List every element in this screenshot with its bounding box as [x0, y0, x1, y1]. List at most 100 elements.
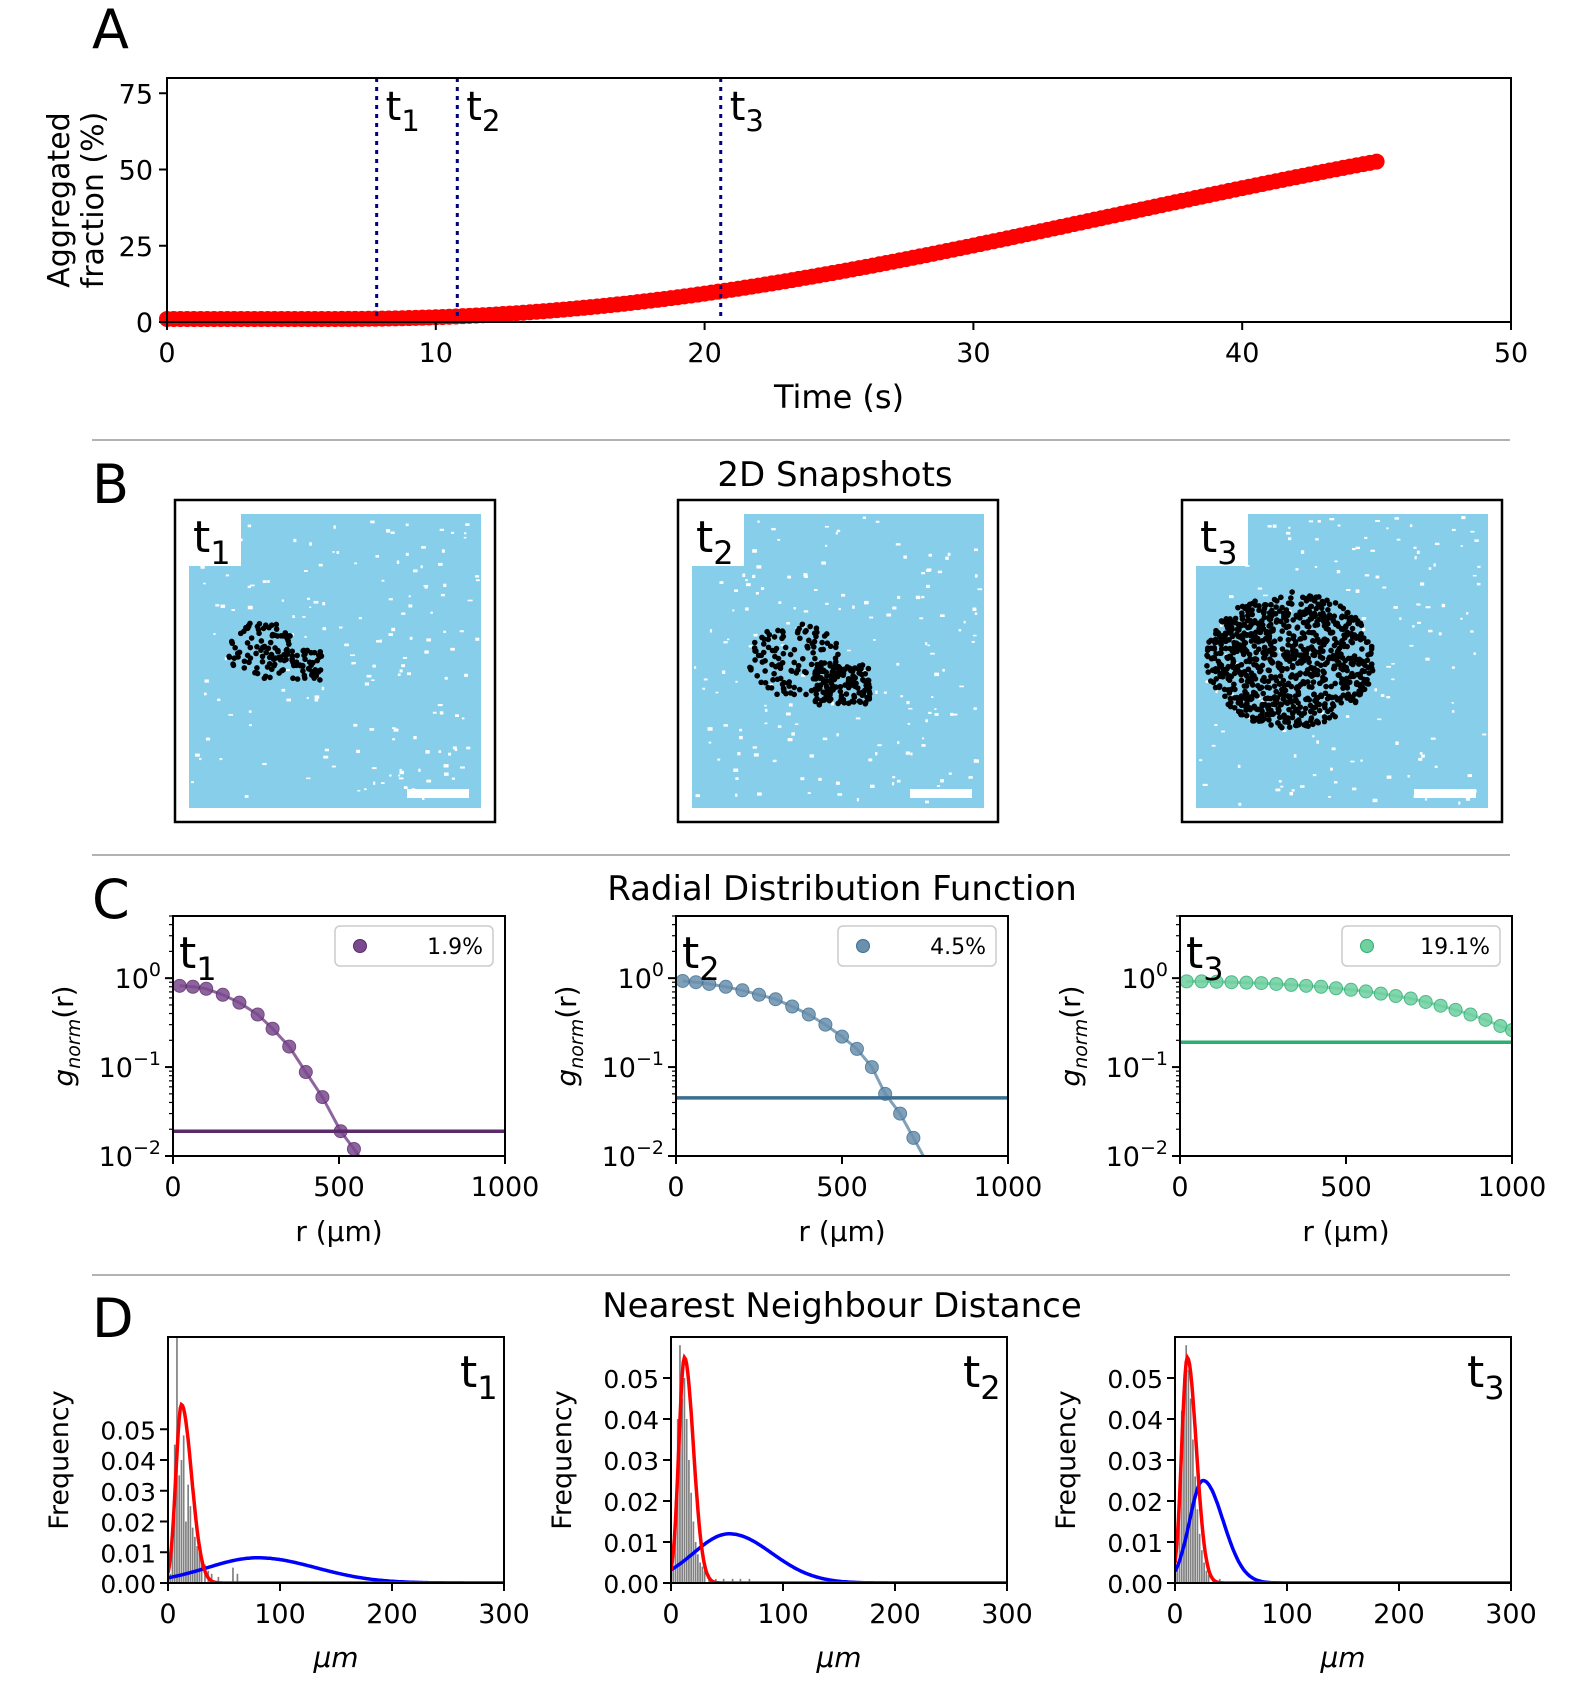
cluster-particle	[308, 662, 315, 668]
cluster-particle	[787, 651, 794, 658]
cluster-particle	[1227, 695, 1234, 702]
cluster-particle	[780, 685, 787, 692]
rdf-point	[1254, 976, 1269, 991]
gap	[403, 786, 408, 789]
gap	[1458, 801, 1461, 805]
cluster-particle	[799, 655, 806, 662]
gap	[791, 732, 795, 736]
rdf-point	[1209, 974, 1224, 989]
y-tick-label: 0.04	[603, 1406, 659, 1435]
cluster-particle	[260, 625, 267, 632]
cluster-particle	[795, 627, 801, 634]
gap	[399, 770, 405, 775]
cluster-particle	[1245, 617, 1251, 624]
cluster-particle	[1321, 677, 1328, 683]
cluster-particle	[771, 670, 777, 677]
cluster-particle	[1290, 617, 1296, 623]
x-axis-label: μm	[1319, 1641, 1365, 1674]
cluster-particle	[866, 688, 873, 695]
cluster-particle	[1235, 626, 1242, 632]
cluster-particle	[1293, 706, 1300, 713]
gap	[1351, 547, 1356, 551]
cluster-particle	[300, 668, 306, 674]
histogram-bar	[217, 1576, 220, 1583]
y-tick-label: 0.00	[100, 1570, 156, 1599]
gap	[968, 776, 973, 779]
cluster-particle	[791, 646, 798, 653]
gap	[244, 794, 249, 798]
gap	[746, 583, 751, 587]
gap	[1333, 781, 1338, 784]
cluster-particle	[1271, 694, 1278, 700]
gap	[745, 607, 749, 611]
gap	[466, 746, 471, 750]
gap	[825, 544, 828, 547]
histogram-bar	[1194, 1476, 1196, 1583]
cluster-particle	[1301, 680, 1308, 687]
gap	[1330, 767, 1333, 771]
y-tick-label: 0.03	[1107, 1447, 1163, 1476]
gap	[910, 752, 913, 756]
gap	[356, 749, 361, 754]
cluster-particle	[1368, 643, 1375, 650]
scale-bar	[407, 789, 469, 798]
rdf-point	[1373, 986, 1388, 1001]
gap	[892, 782, 895, 786]
cluster-particle	[1267, 621, 1274, 628]
gap	[401, 664, 405, 668]
y-tick-label: 0.02	[100, 1509, 156, 1538]
cluster-particle	[748, 666, 754, 673]
nnd-subplot-2: t2 0 100 200 300 0.00 0.01 0.02 0.03 0.04 0.05 μm Fr…	[547, 1336, 1033, 1674]
gap	[695, 794, 700, 798]
histogram-bar	[731, 1578, 734, 1583]
cluster-particle	[847, 667, 854, 674]
cluster-particle	[279, 667, 285, 674]
gap	[837, 793, 843, 796]
gap	[381, 782, 385, 785]
gap	[1202, 783, 1208, 786]
gap	[413, 569, 418, 573]
label-area	[688, 510, 744, 566]
gap	[475, 579, 480, 582]
gap	[947, 552, 951, 556]
gap	[443, 772, 449, 776]
cluster-particle	[1313, 605, 1320, 612]
gap	[1214, 723, 1218, 727]
gap	[1465, 797, 1470, 801]
cluster-particle	[253, 650, 259, 657]
y-axis-label: gnorm(r)	[1054, 985, 1092, 1086]
gap	[800, 777, 805, 781]
cluster-particle	[1304, 667, 1311, 673]
cluster-particle	[1364, 680, 1371, 687]
x-tick-label: 0	[159, 1599, 176, 1630]
cluster-particle	[1286, 724, 1293, 731]
gap	[406, 672, 412, 676]
gap	[896, 779, 901, 783]
cluster-particle	[1344, 630, 1351, 637]
gap	[755, 591, 759, 595]
rdf-point	[893, 1106, 908, 1121]
gap	[439, 711, 444, 715]
x-tick-label: 300	[1485, 1599, 1537, 1630]
cluster-particle	[1239, 646, 1245, 653]
cluster-particle	[234, 650, 241, 657]
cluster-particle	[1290, 651, 1297, 658]
cluster-particle	[835, 665, 841, 672]
gap	[1409, 644, 1414, 647]
cluster-particle	[817, 682, 824, 688]
histogram-bar	[1198, 1533, 1201, 1583]
x-tick-label: 500	[816, 1172, 868, 1203]
cluster-particle	[1330, 712, 1336, 718]
gap	[1438, 632, 1442, 636]
gap	[804, 575, 808, 578]
cluster-particle	[1349, 695, 1356, 701]
gap	[397, 673, 401, 677]
gap	[771, 527, 776, 531]
cluster-particle	[283, 656, 289, 663]
gap	[438, 750, 442, 753]
x-axis-label: μm	[312, 1641, 358, 1674]
x-tick-label: 300	[478, 1599, 530, 1630]
gap	[723, 724, 728, 727]
gap	[314, 695, 320, 699]
gap	[1315, 538, 1319, 541]
